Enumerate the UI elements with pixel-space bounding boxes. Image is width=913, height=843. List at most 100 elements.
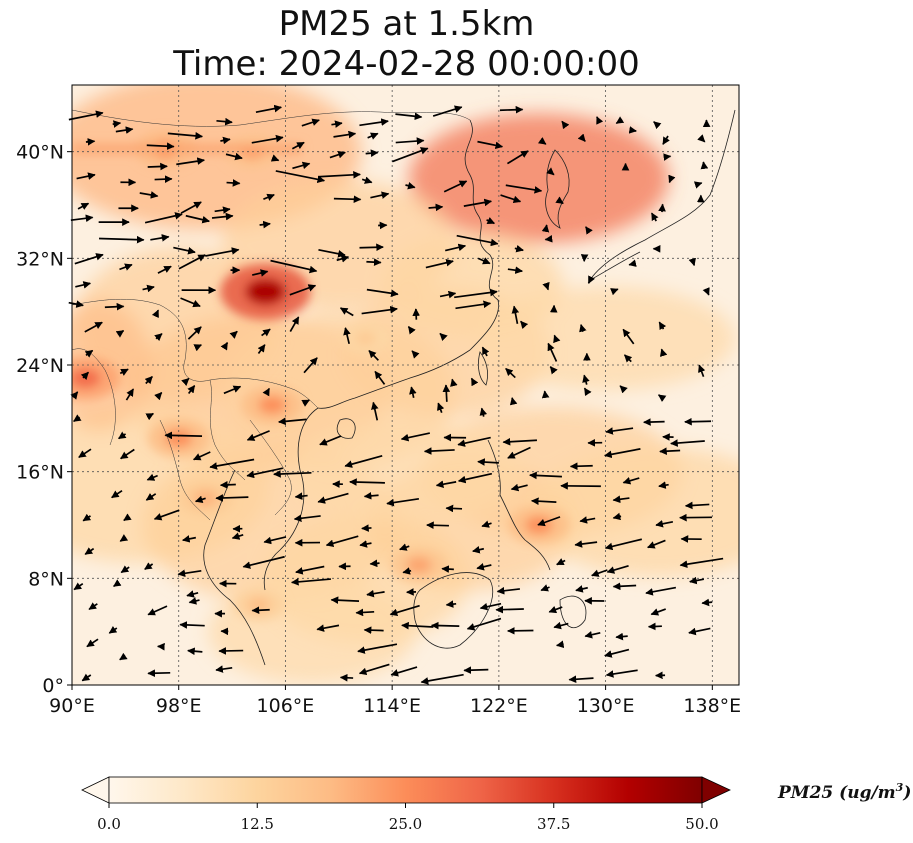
x-tick-label: 106°E xyxy=(257,695,315,717)
wind-arrow xyxy=(301,399,310,407)
wind-arrow xyxy=(257,344,266,355)
pm25-haze-patch xyxy=(528,446,739,577)
wind-arrow xyxy=(455,300,492,310)
wind-arrow xyxy=(366,589,385,598)
colorbar-min-extend xyxy=(81,776,110,804)
wind-arrow xyxy=(582,374,590,385)
wind-arrow xyxy=(610,288,619,296)
vietnam-coast xyxy=(263,407,319,591)
wind-arrow xyxy=(466,617,502,631)
wind-arrow xyxy=(390,666,418,677)
wind-arrow xyxy=(68,300,84,308)
wind-arrow xyxy=(423,447,455,455)
wind-arrow xyxy=(303,357,318,374)
colorbar-tick-label: 37.5 xyxy=(537,815,570,833)
wind-arrow xyxy=(275,170,326,184)
pm25-band-40n xyxy=(72,143,302,154)
pm25-hotspot xyxy=(406,556,432,574)
wind-arrow xyxy=(82,513,92,522)
wind-arrow xyxy=(537,516,561,527)
plot-frame xyxy=(71,84,740,686)
wind-arrow xyxy=(445,504,463,513)
wind-arrow xyxy=(119,368,129,376)
wind-arrow xyxy=(401,621,434,630)
wind-arrow xyxy=(333,130,357,139)
wind-arrow xyxy=(437,402,445,413)
wind-arrow xyxy=(472,545,485,554)
wind-arrow xyxy=(270,259,318,274)
wind-arrow xyxy=(389,604,420,617)
wind-arrow xyxy=(399,543,410,551)
wind-arrow xyxy=(619,385,628,394)
wind-arrow xyxy=(154,333,163,342)
wind-arrow xyxy=(262,387,270,397)
wind-arrow xyxy=(226,179,241,187)
y-tick-label: 16°N xyxy=(16,462,64,484)
wind-arrow xyxy=(622,477,640,485)
wind-arrow xyxy=(556,558,566,566)
wind-arrow xyxy=(481,346,490,357)
wind-arrow xyxy=(426,521,449,530)
wind-arrow xyxy=(259,220,271,229)
map-title-line2: Time: 2024-02-28 00:00:00 xyxy=(173,44,640,84)
wind-arrow xyxy=(318,170,361,179)
wind-arrow xyxy=(605,669,638,678)
wind-arrow xyxy=(507,266,523,274)
wind-arrow xyxy=(670,439,705,447)
wind-arrow xyxy=(119,652,128,661)
wind-arrow xyxy=(575,585,588,593)
wind-arrow xyxy=(215,665,233,673)
wind-arrow xyxy=(319,435,342,446)
wind-arrow xyxy=(476,563,492,571)
y-tick-label: 0° xyxy=(42,675,64,697)
gridlines xyxy=(72,85,739,685)
wind-arrow xyxy=(514,244,524,253)
wind-arrow xyxy=(147,605,168,616)
wind-arrow xyxy=(120,565,130,574)
wind-arrow xyxy=(177,569,202,578)
wind-arrow xyxy=(192,451,211,461)
y-tick-label: 24°N xyxy=(16,355,64,377)
colorbar-tick-label: 12.5 xyxy=(241,815,274,833)
wind-arrow xyxy=(499,105,524,114)
wind-arrow xyxy=(144,376,153,385)
wind-arrow xyxy=(246,467,284,479)
wind-arrow xyxy=(496,586,521,595)
wind-arrow xyxy=(317,492,349,504)
wind-arrow xyxy=(395,137,425,145)
colorbar-body xyxy=(108,776,703,804)
wind-arrow xyxy=(187,384,196,394)
wind-arrow xyxy=(555,640,565,649)
wind-arrow xyxy=(363,626,384,634)
wind-arrow xyxy=(615,116,625,125)
wind-arrow xyxy=(223,385,242,395)
wind-arrow xyxy=(112,120,122,128)
wind-arrow xyxy=(142,284,155,293)
wind-arrow xyxy=(612,495,630,504)
pm25-hotspot xyxy=(72,368,101,389)
wind-arrow xyxy=(173,246,196,255)
x-tick-label: 122°E xyxy=(470,695,528,717)
wind-arrow xyxy=(270,154,280,162)
pm25-hotspot xyxy=(355,331,376,345)
wind-arrow xyxy=(84,349,94,358)
wind-arrow xyxy=(659,348,668,357)
wind-arrow xyxy=(251,134,284,144)
wind-arrow xyxy=(623,354,633,363)
x-tick-label: 138°E xyxy=(683,695,741,717)
x-axis-ticks: 90°E 98°E 106°E 114°E 122°E 130°E 138°E xyxy=(49,685,741,717)
wind-arrow xyxy=(178,254,206,270)
wind-arrow xyxy=(604,448,641,459)
wind-arrow xyxy=(653,121,662,130)
wind-arrow xyxy=(577,133,586,142)
wind-arrow xyxy=(261,328,271,337)
wind-arrow xyxy=(407,326,416,335)
wind-arrow xyxy=(86,638,99,648)
wind-arrow xyxy=(442,384,451,402)
wind-arrow xyxy=(628,259,637,267)
wind-arrow xyxy=(220,341,229,351)
wind-arrow xyxy=(181,377,190,386)
wind-arrow xyxy=(330,596,360,604)
wind-arrow xyxy=(505,184,543,194)
wind-arrow xyxy=(568,675,594,684)
